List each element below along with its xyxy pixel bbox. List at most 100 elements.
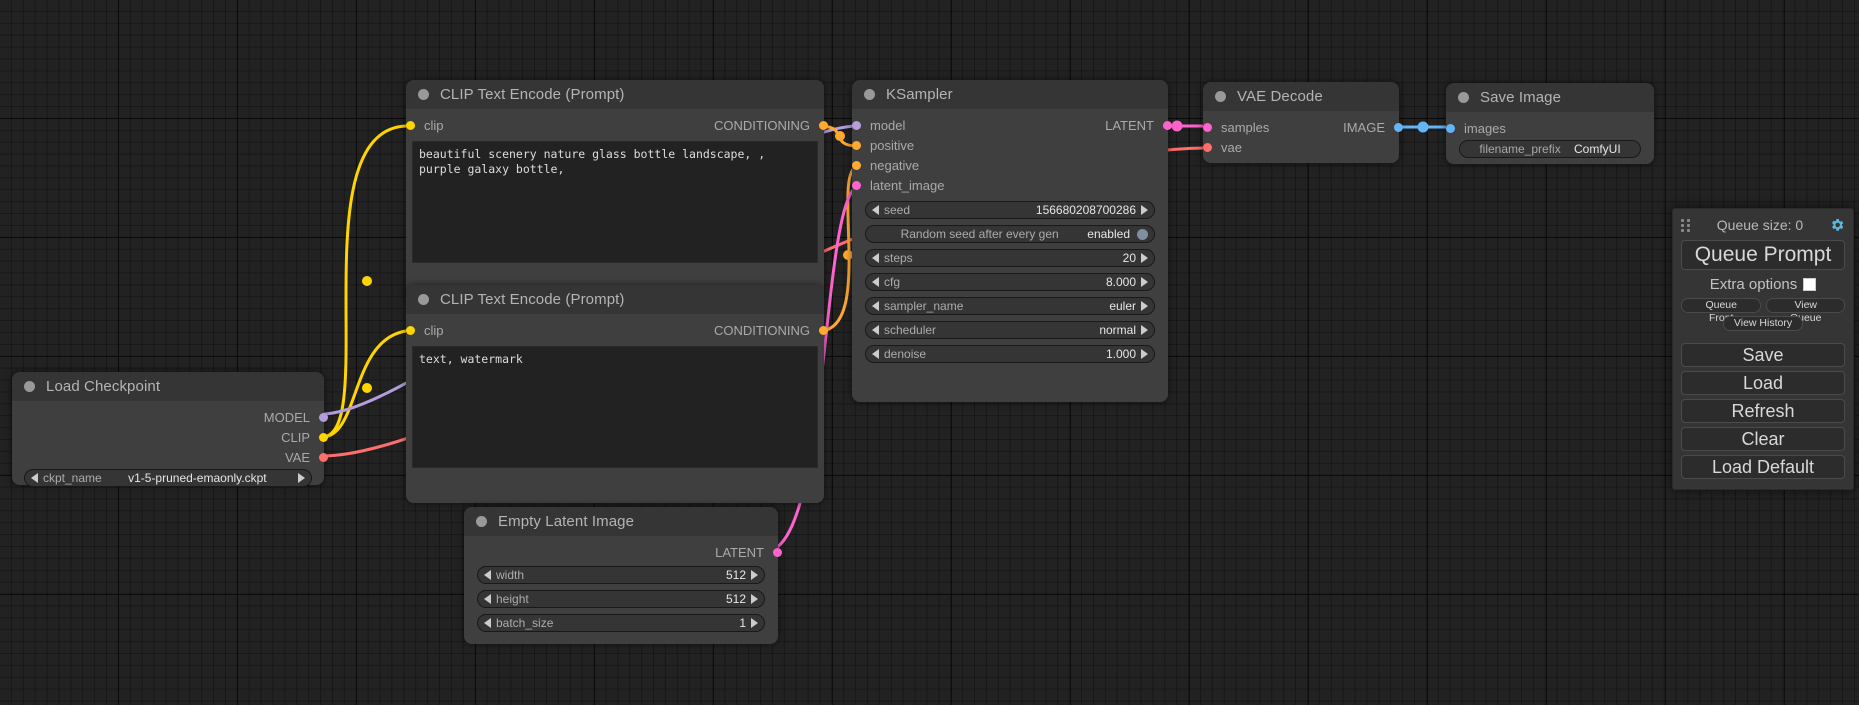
node-collapse-icon[interactable] — [864, 89, 875, 100]
port-positive[interactable] — [852, 140, 861, 150]
node-collapse-icon[interactable] — [1215, 91, 1226, 102]
node-empty-latent-image[interactable]: Empty Latent Image LATENT width 512 heig… — [464, 507, 782, 644]
node-header[interactable]: VAE Decode — [1203, 82, 1399, 111]
decrement-arrow-icon[interactable] — [872, 205, 879, 215]
decrement-arrow-icon[interactable] — [484, 570, 491, 580]
port-latent[interactable] — [1163, 120, 1172, 130]
increment-arrow-icon[interactable] — [1141, 277, 1148, 287]
drag-handle-icon[interactable] — [1681, 218, 1691, 232]
output-slot-latent[interactable]: LATENT — [1105, 115, 1172, 135]
node-header[interactable]: CLIP Text Encode (Prompt) — [406, 80, 824, 109]
widget-value[interactable]: 8.000 — [1105, 275, 1136, 289]
widget-scheduler[interactable]: scheduler normal — [865, 321, 1155, 339]
decrement-arrow-icon[interactable] — [872, 277, 879, 287]
port-samples[interactable] — [1203, 122, 1212, 132]
port-clip[interactable] — [319, 432, 328, 442]
widget-value[interactable]: 1 — [739, 616, 746, 630]
widget-value[interactable]: 512 — [725, 592, 746, 606]
port-latent[interactable] — [773, 547, 782, 557]
positive-prompt-textarea[interactable]: beautiful scenery nature glass bottle la… — [412, 141, 818, 263]
widget-value[interactable]: ComfyUI — [1574, 142, 1621, 156]
queue-front-button[interactable]: Queue Front — [1681, 298, 1762, 324]
widget-height[interactable]: height 512 — [477, 590, 765, 608]
widget-value[interactable]: enabled — [1087, 227, 1130, 241]
refresh-button[interactable]: Refresh — [1681, 399, 1845, 423]
node-collapse-icon[interactable] — [418, 294, 429, 305]
port-model[interactable] — [319, 412, 328, 422]
input-slot-clip[interactable]: clip — [406, 115, 444, 135]
output-slot-image[interactable]: IMAGE — [1343, 117, 1403, 137]
node-ksampler[interactable]: KSampler model positive negative latent_… — [852, 80, 1172, 402]
widget-value[interactable]: 1.000 — [1105, 347, 1136, 361]
input-slot-images[interactable]: images — [1446, 118, 1506, 138]
port-images[interactable] — [1446, 123, 1455, 133]
load-button[interactable]: Load — [1681, 371, 1845, 395]
widget-value[interactable]: normal — [1099, 323, 1136, 337]
load-default-button[interactable]: Load Default — [1681, 455, 1845, 479]
increment-arrow-icon[interactable] — [751, 570, 758, 580]
port-vae[interactable] — [319, 452, 328, 462]
port-clip[interactable] — [406, 325, 415, 335]
output-slot-model[interactable]: MODEL — [264, 407, 328, 427]
increment-arrow-icon[interactable] — [1141, 205, 1148, 215]
decrement-arrow-icon[interactable] — [872, 301, 879, 311]
node-collapse-icon[interactable] — [476, 516, 487, 527]
node-load-checkpoint[interactable]: Load Checkpoint MODEL CLIP VAE ckpt_name… — [12, 372, 328, 487]
node-header[interactable]: KSampler — [852, 80, 1168, 109]
widget-ckpt-name[interactable]: ckpt_name v1-5-pruned-emaonly.ckpt — [24, 469, 312, 487]
extra-options-checkbox[interactable] — [1803, 278, 1817, 291]
extra-options-row[interactable]: Extra options — [1681, 275, 1845, 294]
widget-value[interactable]: euler — [1109, 299, 1136, 313]
increment-arrow-icon[interactable] — [1141, 301, 1148, 311]
increment-arrow-icon[interactable] — [298, 473, 305, 483]
increment-arrow-icon[interactable] — [1141, 325, 1148, 335]
widget-filename-prefix[interactable]: filename_prefix ComfyUI — [1459, 140, 1641, 158]
input-slot-model[interactable]: model — [852, 115, 905, 135]
node-collapse-icon[interactable] — [24, 381, 35, 392]
node-vae-decode[interactable]: VAE Decode samples vae IMAGE — [1203, 82, 1403, 163]
decrement-arrow-icon[interactable] — [31, 473, 38, 483]
input-slot-negative[interactable]: negative — [852, 155, 919, 175]
node-collapse-icon[interactable] — [1458, 92, 1469, 103]
node-header[interactable]: Load Checkpoint — [12, 372, 324, 401]
node-header[interactable]: Save Image — [1446, 83, 1654, 112]
port-model[interactable] — [852, 120, 861, 130]
output-slot-conditioning[interactable]: CONDITIONING — [714, 320, 828, 340]
decrement-arrow-icon[interactable] — [872, 253, 879, 263]
widget-steps[interactable]: steps 20 — [865, 249, 1155, 267]
port-latent-image[interactable] — [852, 180, 861, 190]
node-save-image[interactable]: Save Image images filename_prefix ComfyU… — [1446, 83, 1654, 164]
widget-value[interactable]: 20 — [1122, 251, 1136, 265]
view-history-button[interactable]: View History — [1722, 316, 1804, 331]
clear-button[interactable]: Clear — [1681, 427, 1845, 451]
output-slot-clip[interactable]: CLIP — [281, 427, 328, 447]
comfy-menu-panel[interactable]: Queue size: 0 Queue Prompt Extra options… — [1672, 208, 1854, 490]
widget-value[interactable]: 512 — [725, 568, 746, 582]
increment-arrow-icon[interactable] — [751, 618, 758, 628]
node-clip-text-encode-negative[interactable]: CLIP Text Encode (Prompt) clip CONDITION… — [406, 285, 828, 503]
output-slot-latent[interactable]: LATENT — [715, 542, 782, 562]
widget-batch-size[interactable]: batch_size 1 — [477, 614, 765, 632]
node-collapse-icon[interactable] — [418, 89, 429, 100]
port-vae[interactable] — [1203, 142, 1212, 152]
save-button[interactable]: Save — [1681, 343, 1845, 367]
decrement-arrow-icon[interactable] — [484, 618, 491, 628]
input-slot-vae[interactable]: vae — [1203, 137, 1242, 157]
port-image[interactable] — [1394, 122, 1403, 132]
output-slot-conditioning[interactable]: CONDITIONING — [714, 115, 828, 135]
widget-random-seed-toggle[interactable]: Random seed after every gen enabled — [865, 225, 1155, 243]
widget-value[interactable]: v1-5-pruned-emaonly.ckpt — [128, 471, 267, 485]
widget-width[interactable]: width 512 — [477, 566, 765, 584]
node-header[interactable]: CLIP Text Encode (Prompt) — [406, 285, 824, 314]
gear-icon[interactable] — [1829, 217, 1845, 233]
decrement-arrow-icon[interactable] — [484, 594, 491, 604]
toggle-knob-icon[interactable] — [1137, 228, 1148, 240]
increment-arrow-icon[interactable] — [1141, 253, 1148, 263]
input-slot-samples[interactable]: samples — [1203, 117, 1269, 137]
port-conditioning[interactable] — [819, 120, 828, 130]
widget-denoise[interactable]: denoise 1.000 — [865, 345, 1155, 363]
input-slot-latent-image[interactable]: latent_image — [852, 175, 944, 195]
negative-prompt-textarea[interactable]: text, watermark — [412, 346, 818, 468]
port-conditioning[interactable] — [819, 325, 828, 335]
